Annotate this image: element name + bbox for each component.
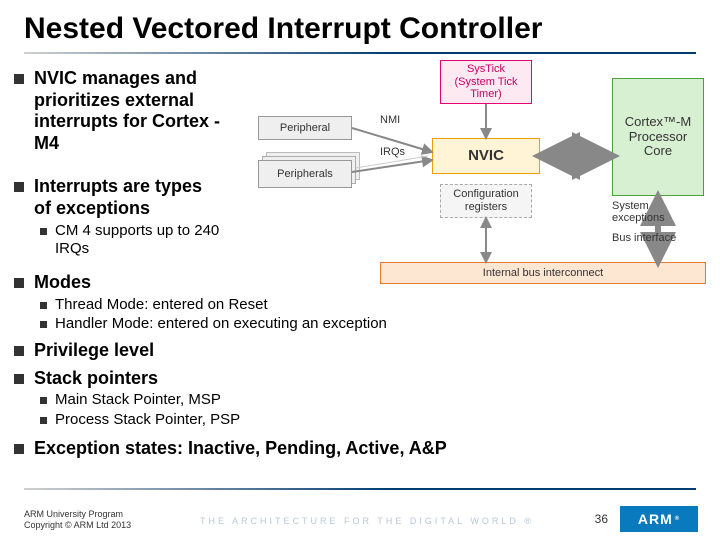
page-number: 36 — [595, 512, 608, 526]
label-sysexc: System exceptions — [612, 200, 665, 224]
bullet-text: Main Stack Pointer, MSP — [55, 391, 221, 410]
bullet-square-icon — [40, 321, 47, 328]
footer-line1: ARM University Program — [24, 509, 131, 521]
bullet-text: Privilege level — [34, 340, 154, 362]
bullet-text: Thread Mode: entered on Reset — [55, 296, 268, 315]
bullet-exception-states: Exception states: Inactive, Pending, Act… — [10, 438, 710, 460]
bullet-square-icon — [14, 182, 24, 192]
bullet-square-icon — [14, 74, 24, 84]
subbullet-thread: Thread Mode: entered on Reset — [40, 296, 710, 315]
slide-title: Nested Vectored Interrupt Controller — [0, 0, 720, 52]
bullet-square-icon — [40, 228, 47, 235]
label-busif: Bus interface — [612, 232, 676, 244]
footer-line2: Copyright © ARM Ltd 2013 — [24, 520, 131, 532]
title-underline — [24, 52, 696, 54]
bullet-square-icon — [40, 302, 47, 309]
bullet-square-icon — [40, 397, 47, 404]
bullet-text: Stack pointers — [34, 368, 158, 390]
footer-credits: ARM University Program Copyright © ARM L… — [24, 509, 131, 532]
footer-tagline: THE ARCHITECTURE FOR THE DIGITAL WORLD ® — [200, 516, 534, 526]
logo-tm: ® — [675, 516, 680, 522]
bullet-interrupts: Interrupts are types of exceptions — [10, 176, 220, 219]
arm-logo: ARM® — [620, 506, 698, 532]
diagram-arrows — [240, 60, 706, 290]
bullet-privilege: Privilege level — [10, 340, 710, 362]
subbullet-psp: Process Stack Pointer, PSP — [40, 411, 710, 430]
footer: ARM University Program Copyright © ARM L… — [0, 488, 720, 540]
bullet-text: NVIC manages and prioritizes external in… — [34, 68, 220, 154]
label-nmi: NMI — [380, 114, 400, 126]
logo-text: ARM — [638, 511, 673, 527]
bullet-text: Modes — [34, 272, 91, 294]
bullet-text: CM 4 supports up to 240 IRQs — [55, 222, 220, 260]
left-column: NVIC manages and prioritizes external in… — [10, 68, 220, 259]
bullet-text: Interrupts are types of exceptions — [34, 176, 220, 219]
bullet-square-icon — [14, 444, 24, 454]
bullet-square-icon — [14, 278, 24, 288]
bullet-text: Exception states: Inactive, Pending, Act… — [34, 438, 447, 460]
bullet-square-icon — [14, 374, 24, 384]
subbullet-msp: Main Stack Pointer, MSP — [40, 391, 710, 410]
subbullet-irqs: CM 4 supports up to 240 IRQs — [40, 222, 220, 260]
bullet-text: Handler Mode: entered on executing an ex… — [55, 315, 387, 334]
nvic-diagram: SysTick (System Tick Timer) Peripheral P… — [240, 60, 706, 290]
bullet-nvic: NVIC manages and prioritizes external in… — [10, 68, 220, 154]
bullet-square-icon — [14, 346, 24, 356]
label-irqs: IRQs — [380, 146, 405, 158]
bullet-text: Process Stack Pointer, PSP — [55, 411, 240, 430]
subbullet-handler: Handler Mode: entered on executing an ex… — [40, 315, 710, 334]
footer-underline — [24, 488, 696, 490]
bullet-square-icon — [40, 417, 47, 424]
bullet-stackptrs: Stack pointers — [10, 368, 710, 390]
